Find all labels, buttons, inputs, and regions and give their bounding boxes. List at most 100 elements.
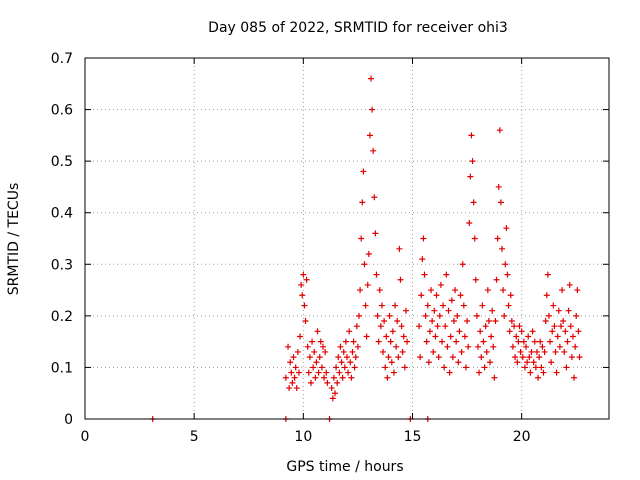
- data-point: [571, 374, 578, 381]
- data-point: [432, 333, 439, 340]
- data-point: [535, 374, 542, 381]
- data-point: [353, 323, 360, 330]
- data-point: [513, 333, 520, 340]
- data-point: [483, 348, 490, 355]
- data-point: [469, 158, 476, 165]
- data-point: [304, 343, 311, 350]
- data-point: [382, 364, 389, 371]
- data-point: [506, 328, 513, 335]
- data-point: [378, 302, 385, 309]
- data-point: [424, 302, 431, 309]
- data-point: [346, 328, 353, 335]
- y-axis-label: SRMTID / TECUs: [6, 183, 22, 296]
- data-point: [567, 323, 574, 330]
- data-point: [533, 348, 540, 355]
- data-point: [554, 333, 561, 340]
- data-point: [566, 281, 573, 288]
- chart-title: Day 085 of 2022, SRMTID for receiver ohi…: [208, 20, 508, 36]
- data-point: [493, 276, 500, 283]
- data-point: [497, 199, 504, 206]
- data-point: [314, 328, 321, 335]
- data-point: [362, 302, 369, 309]
- data-point: [479, 302, 486, 309]
- data-point: [385, 354, 392, 361]
- data-point: [477, 328, 484, 335]
- data-point: [305, 369, 312, 376]
- data-point: [387, 338, 394, 345]
- data-point: [443, 271, 450, 278]
- data-point: [464, 318, 471, 325]
- data-point: [550, 302, 557, 309]
- data-point: [392, 302, 399, 309]
- data-point: [441, 364, 448, 371]
- data-point: [487, 359, 494, 366]
- data-point: [287, 359, 294, 366]
- data-point: [288, 369, 295, 376]
- data-point: [509, 343, 516, 350]
- data-point: [520, 338, 527, 345]
- data-point: [437, 281, 444, 288]
- data-point: [504, 271, 511, 278]
- data-point: [465, 343, 472, 350]
- data-point: [456, 328, 463, 335]
- grid-lines: [85, 58, 609, 419]
- data-point: [565, 307, 572, 314]
- data-point: [440, 302, 447, 309]
- data-point: [559, 287, 566, 294]
- data-point: [293, 385, 300, 392]
- data-point: [431, 307, 438, 314]
- data-points: [149, 75, 583, 422]
- x-tick-label: 5: [190, 429, 199, 445]
- data-point: [313, 359, 320, 366]
- data-point: [352, 354, 359, 361]
- x-tick-label: 15: [404, 429, 422, 445]
- data-point: [363, 333, 370, 340]
- data-point: [472, 276, 479, 283]
- y-tick-label: 0.7: [51, 51, 73, 67]
- data-point: [282, 374, 289, 381]
- data-point: [542, 318, 549, 325]
- y-tick-label: 0.5: [51, 154, 73, 170]
- data-point: [386, 312, 393, 319]
- data-point: [390, 369, 397, 376]
- y-tick-label: 0.6: [51, 103, 73, 119]
- data-point: [532, 364, 539, 371]
- data-point: [429, 318, 436, 325]
- data-point: [459, 261, 466, 268]
- data-point: [562, 328, 569, 335]
- data-point: [444, 343, 451, 350]
- data-point: [543, 292, 550, 299]
- data-point: [564, 338, 571, 345]
- data-point: [475, 343, 481, 350]
- data-point: [449, 354, 456, 361]
- data-point: [334, 379, 341, 386]
- data-point: [396, 245, 403, 252]
- data-point: [467, 173, 474, 180]
- y-tick-label: 0.3: [51, 257, 73, 273]
- data-point: [438, 338, 445, 345]
- data-point: [317, 338, 324, 345]
- data-point: [494, 235, 501, 242]
- data-point: [458, 348, 465, 355]
- data-point: [448, 297, 455, 304]
- data-point: [318, 364, 325, 371]
- data-point: [393, 343, 400, 350]
- data-point: [568, 354, 575, 361]
- data-point: [422, 312, 429, 319]
- data-point: [521, 364, 528, 371]
- data-point: [481, 364, 488, 371]
- data-point: [538, 364, 545, 371]
- data-point: [360, 168, 367, 175]
- data-point: [488, 333, 495, 340]
- data-point: [291, 374, 298, 381]
- data-point: [307, 379, 314, 386]
- data-point: [576, 354, 583, 361]
- y-tick-label: 0.1: [51, 360, 73, 376]
- data-point: [316, 354, 323, 361]
- data-point: [402, 307, 409, 314]
- data-point: [505, 302, 512, 309]
- data-point: [426, 328, 433, 335]
- data-point: [485, 318, 492, 325]
- data-point: [484, 287, 491, 294]
- data-point: [537, 338, 544, 345]
